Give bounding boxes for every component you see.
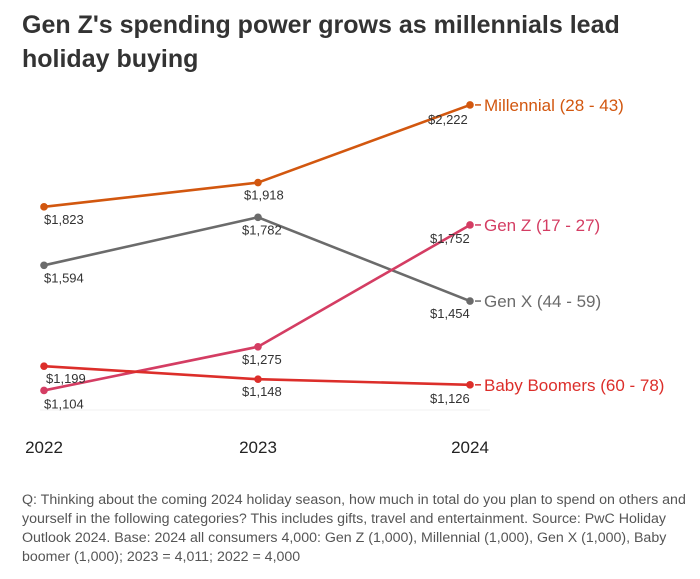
data-label-3-1: $1,148 [242,384,282,399]
data-point-1-0 [40,261,48,270]
data-point-0-0 [40,203,48,211]
data-point-2-2 [466,221,474,229]
chart-footnote: Q: Thinking about the coming 2024 holida… [22,492,686,565]
x-tick-label-2022: 2022 [25,438,63,457]
data-label-2-1: $1,275 [242,352,282,367]
data-point-0-2 [466,101,474,109]
data-label-0-0: $1,823 [44,212,84,227]
data-label-1-0: $1,594 [44,270,84,285]
data-label-0-1: $1,918 [244,188,284,203]
x-tick-label-2023: 2023 [239,438,277,457]
data-point-3-1 [254,375,262,384]
data-label-2-0: $1,104 [44,396,84,411]
series-name-label-2: Gen Z (17 - 27) [484,216,600,235]
x-tick-label-2024: 2024 [451,438,489,457]
data-point-1-1 [254,213,262,222]
data-point-0-1 [254,178,262,187]
data-point-2-0 [40,386,48,395]
series-name-label-0: Millennial (28 - 43) [484,96,624,115]
data-label-3-2: $1,126 [430,391,470,406]
series-name-label-1: Gen X (44 - 59) [484,292,601,311]
data-point-1-2 [466,297,474,305]
data-label-3-0: $1,199 [46,371,86,386]
line-chart: 2022 2023 2024 $1,823 $1,918 $2,222 Millennial… [25,96,664,457]
data-label-1-2: $1,454 [430,306,470,321]
chart-title: Gen Z's spending power grows as millenni… [22,11,620,73]
data-label-1-1: $1,782 [242,222,282,237]
data-label-0-2: $2,222 [428,112,468,127]
series-name-label-3: Baby Boomers (60 - 78) [484,376,664,395]
data-point-2-1 [254,342,262,351]
data-point-3-2 [466,381,474,389]
data-point-3-0 [40,362,48,370]
data-label-2-2: $1,752 [430,231,470,246]
